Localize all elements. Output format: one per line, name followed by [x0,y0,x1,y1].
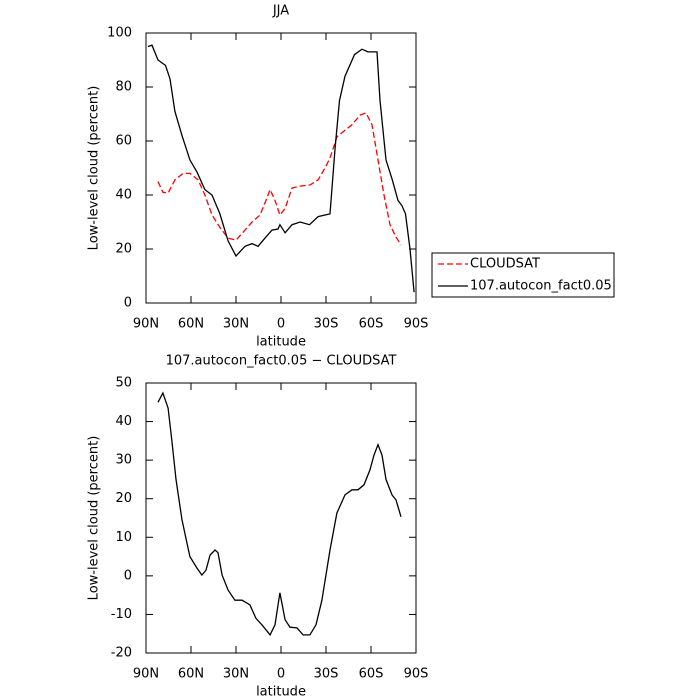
x-axis-label: latitude [256,335,306,350]
x-tick-label: 60S [359,317,384,332]
data-line [157,391,402,637]
x-tick-label: 0 [277,317,285,332]
chart-title: JJA [272,4,289,19]
x-tick-label: 90N [133,317,159,332]
x-tick-label: 60N [178,317,204,332]
y-tick-label: 100 [107,26,132,41]
y-tick-label: -20 [111,646,132,661]
x-tick-label: 30N [223,317,249,332]
y-axis-label: Low-level cloud (percent) [87,436,102,601]
x-tick-label: 90S [404,667,429,682]
y-tick-label: 60 [115,134,132,149]
y-tick-label: 80 [115,80,132,95]
y-tick-label: 10 [115,530,132,545]
x-tick-label: 30S [314,667,339,682]
x-tick-label: 60N [178,667,204,682]
x-tick-label: 0 [277,667,285,682]
y-tick-label: 0 [124,568,132,583]
x-tick-label: 90S [404,317,429,332]
y-tick-label: 50 [115,376,132,391]
y-axis-label: Low-level cloud (percent) [87,86,102,251]
y-tick-label: 20 [115,242,132,257]
x-tick-label: 60S [359,667,384,682]
x-tick-label: 30N [223,667,249,682]
legend-box [431,252,615,298]
data-line [157,112,402,246]
data-line [147,44,415,293]
chart-title: 107.autocon_fact0.05 − CLOUDSAT [166,354,397,369]
x-tick-label: 30S [314,317,339,332]
legend-label: CLOUDSAT [470,257,540,272]
plot-frame [145,382,417,654]
y-tick-label: -10 [111,607,132,622]
x-tick-label: 90N [133,667,159,682]
y-tick-label: 30 [115,453,132,468]
y-tick-label: 40 [115,414,132,429]
y-tick-label: 40 [115,188,132,203]
y-tick-label: 0 [124,296,132,311]
legend-label: 107.autocon_fact0.05 [470,279,612,294]
y-tick-label: 20 [115,491,132,506]
x-axis-label: latitude [256,685,306,700]
plot-frame [145,32,417,304]
